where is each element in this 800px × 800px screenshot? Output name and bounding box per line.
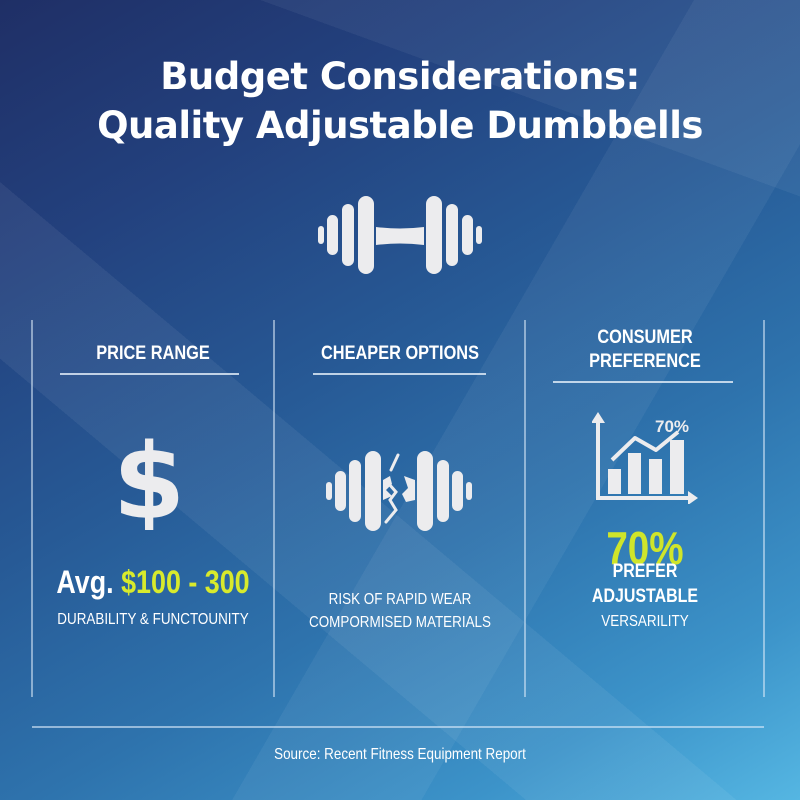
price-caption: DURABILITY & FUNCTOUNITY [57,611,249,628]
cheaper-options-heading: CHEAPER OPTIONS [321,343,479,364]
divider-1 [273,320,275,697]
dumbbell-icon [318,196,482,274]
preference-stat: 70% [606,522,684,574]
preference-stat-label: PREFER ADJUSTABLE [557,559,733,609]
divider-2 [524,320,526,697]
consumer-preference-underline [553,381,733,383]
avg-price-value: $100 - 300 [121,564,250,600]
heading-line-1: CONSUMER [597,327,693,348]
divider-left [31,320,33,697]
dollar-sign-icon: $ [118,424,180,530]
broken-dumbbell-icon [326,451,472,531]
consumer-preference-heading: CONSUMER PREFERENCE [543,326,748,374]
avg-prefix: Avg. [56,564,114,600]
cheaper-options-underline [313,373,486,375]
preference-caption: VERSARILITY [601,613,689,630]
avg-price: Avg. $100 - 300 [51,564,254,601]
stat-line-2: ADJUSTABLE [591,586,699,607]
cheaper-caption-1: RISK OF RAPID WEAR [328,591,472,608]
heading-line-2: PREFERENCE [589,351,701,372]
footer-divider [32,726,764,728]
title-line-1: Budget Considerations: [160,55,640,98]
price-range-underline [60,373,239,375]
source-note: Source: Recent Fitness Equipment Report [274,746,526,763]
divider-right [763,320,765,697]
chart-label: 70% [655,417,689,436]
svg-text:$: $ [118,424,180,530]
bar-chart-trend-icon: 70% [592,412,698,504]
cheaper-caption-2: COMPORMISED MATERIALS [309,614,491,631]
stat-line-1: PREFER [612,561,678,582]
title-line-2: Quality Adjustable Dumbbells [97,104,703,147]
page-title: Budget Considerations: Quality Adjustabl… [0,52,800,150]
price-range-heading: PRICE RANGE [96,343,210,364]
